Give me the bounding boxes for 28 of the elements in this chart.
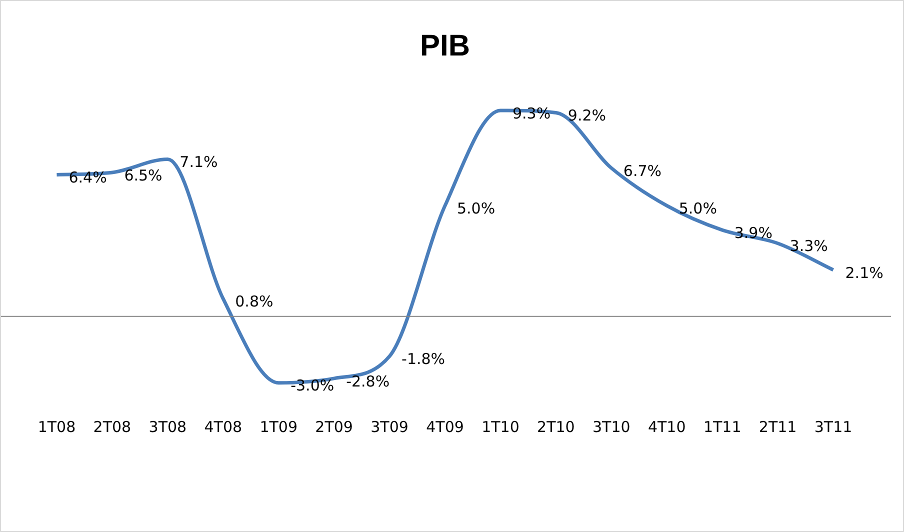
x-tick-label: 1T08 <box>38 418 76 436</box>
x-tick-label: 2T11 <box>758 418 797 436</box>
x-tick-label: 2T10 <box>537 418 575 436</box>
x-tick-label: 1T09 <box>260 418 298 436</box>
data-label: 0.8% <box>235 292 274 311</box>
data-label: 5.0% <box>457 200 496 218</box>
x-tick-label: 1T10 <box>482 418 520 436</box>
x-tick-label: 3T08 <box>148 418 187 436</box>
x-tick-label: 2T08 <box>93 418 132 436</box>
data-label: -3.0% <box>290 376 334 395</box>
x-tick-label: 3T09 <box>370 418 408 436</box>
data-label: -1.8% <box>402 350 446 368</box>
chart-title: PIB <box>420 29 470 62</box>
x-tick-label: 1T11 <box>703 418 742 436</box>
x-tick-label: 3T11 <box>814 418 852 436</box>
x-tick-label: 4T10 <box>648 418 686 436</box>
x-tick-label: 2T09 <box>315 418 353 436</box>
data-label: -2.8% <box>346 372 390 390</box>
data-label: 3.3% <box>790 237 828 256</box>
x-tick-label: 4T09 <box>426 418 464 436</box>
data-label: 9.2% <box>568 106 606 125</box>
x-tick-label: 4T08 <box>204 418 242 436</box>
data-label: 6.7% <box>623 162 662 180</box>
data-label: 6.5% <box>124 166 162 184</box>
data-label: 2.1% <box>845 264 884 282</box>
data-label: 7.1% <box>180 153 218 172</box>
data-label: 5.0% <box>678 200 717 218</box>
x-tick-label: 3T10 <box>592 418 630 436</box>
